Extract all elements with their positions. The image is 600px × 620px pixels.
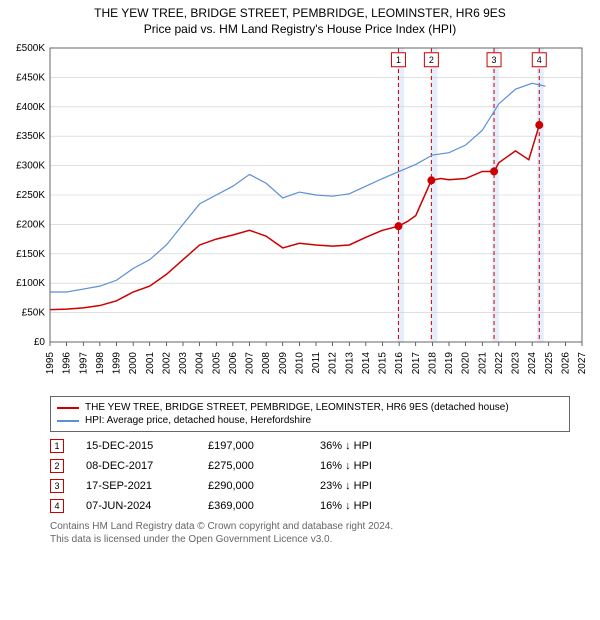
- svg-text:2004: 2004: [195, 352, 206, 375]
- svg-text:2011: 2011: [311, 352, 322, 374]
- svg-text:2016: 2016: [394, 352, 405, 375]
- legend-item: HPI: Average price, detached house, Here…: [57, 414, 563, 427]
- svg-text:£0: £0: [34, 337, 46, 348]
- svg-text:£500K: £500K: [16, 43, 45, 54]
- legend-swatch: [57, 420, 79, 422]
- transaction-row: 4 07-JUN-2024 £369,000 16% ↓ HPI: [50, 496, 570, 516]
- svg-text:2010: 2010: [294, 352, 305, 375]
- chart-svg: £0 £50K £100K £150K £200K £250K £300K £350K £400…: [0, 40, 600, 390]
- transaction-delta: 16% ↓ HPI: [320, 460, 410, 472]
- transaction-delta: 23% ↓ HPI: [320, 480, 410, 492]
- transaction-date: 17-SEP-2021: [86, 480, 186, 492]
- svg-text:2024: 2024: [527, 352, 538, 375]
- svg-text:£150K: £150K: [16, 249, 45, 260]
- svg-text:2017: 2017: [411, 352, 422, 375]
- svg-text:2025: 2025: [544, 352, 555, 375]
- footer-line-1: Contains HM Land Registry data © Crown c…: [50, 520, 570, 533]
- svg-text:2013: 2013: [344, 352, 355, 375]
- legend-item: THE YEW TREE, BRIDGE STREET, PEMBRIDGE, …: [57, 401, 563, 414]
- transaction-marker: 4: [50, 499, 64, 513]
- transaction-price: £290,000: [208, 480, 298, 492]
- transaction-price: £275,000: [208, 460, 298, 472]
- svg-text:£100K: £100K: [16, 278, 45, 289]
- svg-text:2026: 2026: [560, 352, 571, 375]
- transaction-date: 07-JUN-2024: [86, 500, 186, 512]
- svg-text:2018: 2018: [427, 352, 438, 375]
- svg-text:2022: 2022: [494, 352, 505, 375]
- transaction-price: £197,000: [208, 440, 298, 452]
- footer: Contains HM Land Registry data © Crown c…: [50, 520, 570, 546]
- transaction-date: 08-DEC-2017: [86, 460, 186, 472]
- svg-text:£300K: £300K: [16, 161, 45, 172]
- svg-text:2009: 2009: [278, 352, 289, 375]
- title-line-2: Price paid vs. HM Land Registry's House …: [10, 22, 590, 36]
- svg-text:2006: 2006: [228, 352, 239, 375]
- svg-text:£50K: £50K: [22, 308, 46, 319]
- legend-label: THE YEW TREE, BRIDGE STREET, PEMBRIDGE, …: [85, 402, 509, 413]
- svg-text:2001: 2001: [145, 352, 156, 375]
- svg-text:2: 2: [429, 55, 434, 65]
- svg-text:2014: 2014: [361, 352, 372, 375]
- svg-text:3: 3: [492, 55, 497, 65]
- transaction-marker: 1: [50, 439, 64, 453]
- svg-text:2027: 2027: [577, 352, 588, 375]
- chart-container: THE YEW TREE, BRIDGE STREET, PEMBRIDGE, …: [0, 0, 600, 546]
- svg-text:1998: 1998: [95, 352, 106, 375]
- svg-text:£200K: £200K: [16, 219, 45, 230]
- transaction-marker: 2: [50, 459, 64, 473]
- transaction-date: 15-DEC-2015: [86, 440, 186, 452]
- transaction-price: £369,000: [208, 500, 298, 512]
- transaction-marker: 3: [50, 479, 64, 493]
- legend: THE YEW TREE, BRIDGE STREET, PEMBRIDGE, …: [50, 396, 570, 432]
- title-line-1: THE YEW TREE, BRIDGE STREET, PEMBRIDGE, …: [10, 6, 590, 20]
- transaction-row: 1 15-DEC-2015 £197,000 36% ↓ HPI: [50, 436, 570, 456]
- svg-text:2008: 2008: [261, 352, 272, 375]
- svg-text:2000: 2000: [128, 352, 139, 375]
- footer-line-2: This data is licensed under the Open Gov…: [50, 533, 570, 546]
- svg-text:2023: 2023: [511, 352, 522, 375]
- svg-text:2007: 2007: [245, 352, 256, 375]
- svg-text:£350K: £350K: [16, 131, 45, 142]
- transaction-delta: 16% ↓ HPI: [320, 500, 410, 512]
- svg-text:2005: 2005: [211, 352, 222, 375]
- svg-text:£400K: £400K: [16, 102, 45, 113]
- svg-text:£250K: £250K: [16, 190, 45, 201]
- svg-text:1999: 1999: [112, 352, 123, 375]
- svg-text:2020: 2020: [461, 352, 472, 375]
- svg-text:4: 4: [537, 55, 542, 65]
- chart-area: £0 £50K £100K £150K £200K £250K £300K £350K £400…: [0, 40, 600, 390]
- svg-text:2015: 2015: [378, 352, 389, 375]
- svg-text:1997: 1997: [78, 352, 89, 375]
- legend-swatch: [57, 407, 79, 409]
- transaction-row: 3 17-SEP-2021 £290,000 23% ↓ HPI: [50, 476, 570, 496]
- svg-text:1: 1: [396, 55, 401, 65]
- svg-text:2003: 2003: [178, 352, 189, 375]
- transaction-delta: 36% ↓ HPI: [320, 440, 410, 452]
- transactions-table: 1 15-DEC-2015 £197,000 36% ↓ HPI 2 08-DEC-201…: [50, 436, 570, 516]
- svg-text:2019: 2019: [444, 352, 455, 375]
- svg-text:1995: 1995: [45, 352, 56, 375]
- svg-text:£450K: £450K: [16, 72, 45, 83]
- svg-text:1996: 1996: [62, 352, 73, 375]
- svg-text:2012: 2012: [328, 352, 339, 375]
- svg-text:2002: 2002: [161, 352, 172, 375]
- svg-text:2021: 2021: [477, 352, 488, 375]
- titles: THE YEW TREE, BRIDGE STREET, PEMBRIDGE, …: [0, 0, 600, 40]
- legend-label: HPI: Average price, detached house, Here…: [85, 415, 311, 426]
- transaction-row: 2 08-DEC-2017 £275,000 16% ↓ HPI: [50, 456, 570, 476]
